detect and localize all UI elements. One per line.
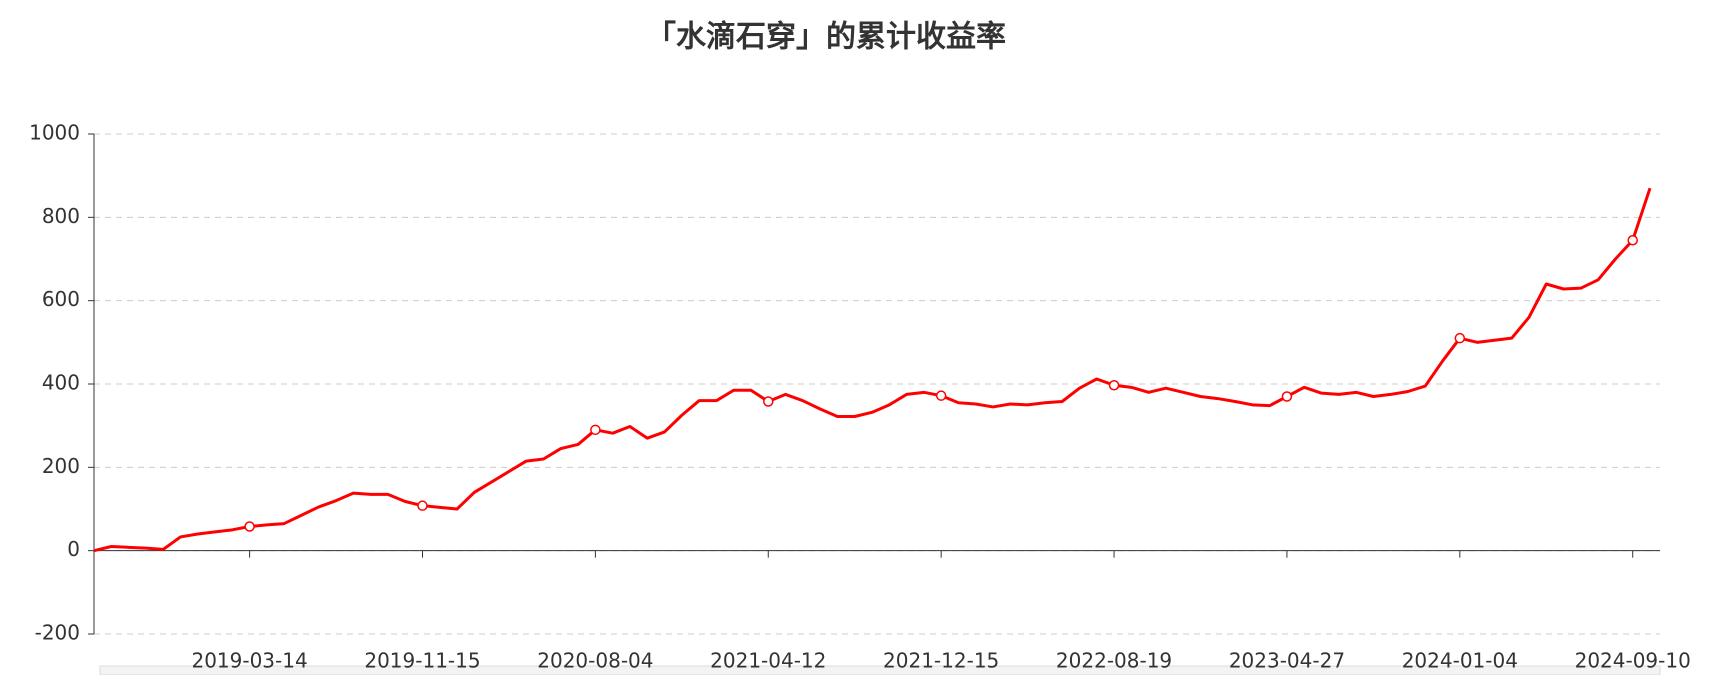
point bbox=[1108, 380, 1120, 391]
y-tick-label: 0 bbox=[67, 537, 80, 561]
y-tick-label: -200 bbox=[35, 621, 80, 645]
x-tick-label: 2020-08-04 bbox=[537, 649, 653, 673]
x-tick-label: 2019-03-14 bbox=[191, 649, 307, 673]
y-tick-label: 600 bbox=[42, 287, 80, 311]
x-tick-label: 2021-04-12 bbox=[710, 649, 826, 673]
x-tick-label: 2022-08-19 bbox=[1056, 649, 1172, 673]
x-tick-label: 2021-12-15 bbox=[883, 649, 999, 673]
point bbox=[1281, 391, 1293, 402]
y-tick-label: 200 bbox=[42, 454, 80, 478]
x-tick-label: 2019-11-15 bbox=[364, 649, 480, 673]
y-tick-label: 800 bbox=[42, 204, 80, 228]
x-tick-label: 2024-09-10 bbox=[1575, 649, 1691, 673]
y-tick-label: 1000 bbox=[29, 121, 80, 145]
point bbox=[1627, 235, 1638, 246]
chart-title: 「水滴石穿」的累计收益率 bbox=[646, 20, 1006, 55]
point bbox=[935, 390, 947, 401]
y-tick-label: 400 bbox=[42, 371, 80, 395]
zoom-slider[interactable] bbox=[99, 665, 1661, 675]
x-tick-label: 2023-04-27 bbox=[1229, 649, 1345, 673]
line bbox=[93, 187, 1652, 553]
point bbox=[417, 500, 428, 511]
point bbox=[590, 424, 601, 436]
point bbox=[1454, 332, 1466, 344]
point bbox=[244, 521, 255, 532]
point bbox=[763, 396, 774, 407]
x-tick-label: 2024-01-04 bbox=[1402, 649, 1518, 673]
